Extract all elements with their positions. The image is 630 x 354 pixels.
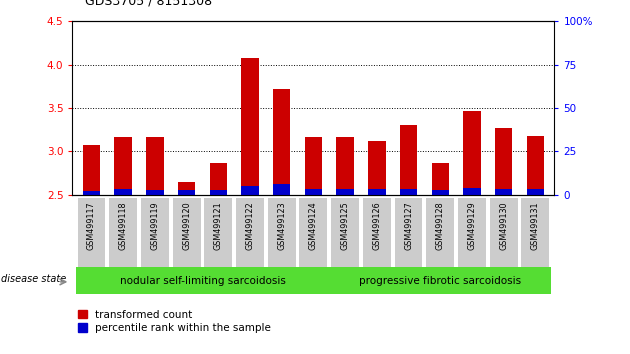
Bar [432,190,449,195]
Text: GSM499129: GSM499129 [467,202,476,250]
Bar [299,198,328,267]
Bar [210,162,227,195]
Bar [115,189,132,195]
Bar [268,198,295,267]
Bar [463,188,481,195]
Bar [236,198,264,267]
Text: GSM499119: GSM499119 [151,202,159,250]
Bar [400,189,417,195]
Bar [241,58,259,195]
Text: GSM499130: GSM499130 [499,202,508,250]
Bar [305,189,322,195]
Text: GSM499120: GSM499120 [182,202,191,250]
Bar [83,145,100,195]
Bar [522,198,549,267]
Text: GSM499118: GSM499118 [118,202,128,250]
Bar [241,186,259,195]
Bar [210,190,227,195]
Bar [273,89,290,195]
Bar [178,182,195,195]
Legend: transformed count, percentile rank within the sample: transformed count, percentile rank withi… [77,310,272,333]
Text: GSM499122: GSM499122 [246,202,255,250]
Bar [77,198,105,267]
Bar [146,190,164,195]
Text: nodular self-limiting sarcoidosis: nodular self-limiting sarcoidosis [120,275,285,286]
Text: GSM499126: GSM499126 [372,202,381,250]
Bar [363,198,391,267]
Bar [83,191,100,195]
Bar [527,136,544,195]
Bar [204,198,232,267]
Bar [76,267,329,294]
Bar [173,198,200,267]
Bar [331,198,359,267]
Text: GSM499124: GSM499124 [309,202,318,250]
Bar [368,141,386,195]
Bar [329,267,551,294]
Bar [141,198,169,267]
Bar [336,137,354,195]
Bar [458,198,486,267]
Text: GSM499117: GSM499117 [87,202,96,250]
Bar [432,162,449,195]
Bar [400,125,417,195]
Text: GSM499121: GSM499121 [214,202,223,250]
Text: progressive fibrotic sarcoidosis: progressive fibrotic sarcoidosis [359,275,521,286]
Text: disease state: disease state [1,274,67,284]
Bar [115,137,132,195]
Text: GSM499125: GSM499125 [341,202,350,250]
Text: GSM499123: GSM499123 [277,202,286,250]
Bar [368,189,386,195]
Bar [463,110,481,195]
Text: GDS3705 / 8151308: GDS3705 / 8151308 [85,0,212,7]
Bar [394,198,423,267]
Text: GSM499127: GSM499127 [404,202,413,250]
Bar [178,190,195,195]
Bar [495,128,512,195]
Bar [336,189,354,195]
Bar [109,198,137,267]
Bar [527,189,544,195]
Bar [495,189,512,195]
Bar [146,137,164,195]
Text: GSM499131: GSM499131 [531,202,540,250]
Bar [305,137,322,195]
Bar [273,184,290,195]
Bar [490,198,518,267]
Bar [427,198,454,267]
Text: GSM499128: GSM499128 [436,202,445,250]
